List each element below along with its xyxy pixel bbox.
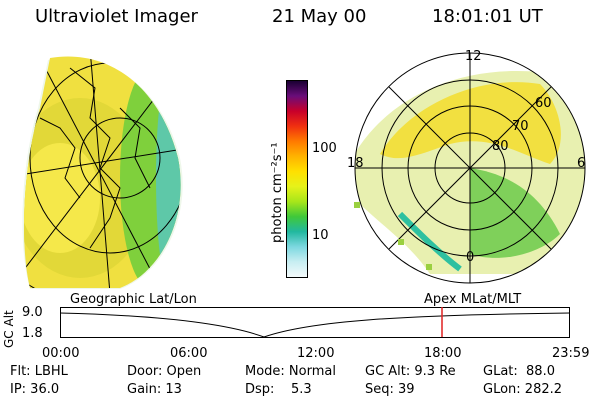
mlat-label-70: 70 <box>512 119 529 134</box>
mlt-label-18: 18 <box>347 156 364 171</box>
colorbar <box>286 80 308 278</box>
mlt-label-6: 6 <box>577 156 586 171</box>
mlat-label-80: 80 <box>492 139 509 154</box>
mlt-label-0: 0 <box>466 250 475 265</box>
status-door: Door: Open <box>127 364 202 379</box>
colorbar-unit-label: photon cm⁻²s⁻¹ <box>270 142 285 243</box>
status-glon: GLon: 282.2 <box>483 382 563 397</box>
geographic-image <box>22 56 183 290</box>
alt-xtick-2: 12:00 <box>297 346 335 361</box>
status-gain: Gain: 13 <box>127 382 182 397</box>
alt-xtick-0: 00:00 <box>42 346 80 361</box>
status-gc-alt: GC Alt: 9.3 Re <box>365 364 456 379</box>
colorbar-tick-100: 100 <box>312 141 337 156</box>
alt-xtick-1: 06:00 <box>170 346 208 361</box>
status-seq: Seq: 39 <box>365 382 415 397</box>
instrument-title: Ultraviolet Imager <box>35 6 198 27</box>
mlat-label-60: 60 <box>535 96 552 111</box>
apex-label: Apex MLat/MLT <box>424 292 522 307</box>
status-filter: Flt: LBHL <box>10 364 68 379</box>
colorbar-tick-10: 10 <box>312 228 329 243</box>
status-dsp: Dsp: 5.3 <box>245 382 312 397</box>
alt-plot-ylabel: GC Alt <box>2 310 16 348</box>
mlt-label-12: 12 <box>465 49 482 64</box>
status-glat: GLat: 88.0 <box>483 364 555 379</box>
alt-ytick-max: 9.0 <box>22 305 43 320</box>
polar-image <box>354 52 586 284</box>
status-ip: IP: 36.0 <box>10 382 60 397</box>
alt-xtick-3: 18:00 <box>424 346 462 361</box>
alt-ytick-min: 1.8 <box>22 326 43 341</box>
time-label: 18:01:01 UT <box>432 6 543 27</box>
status-mode: Mode: Normal <box>245 364 336 379</box>
alt-xtick-4: 23:59 <box>552 346 590 361</box>
date-label: 21 May 00 <box>272 6 367 27</box>
geographic-label: Geographic Lat/Lon <box>70 292 197 307</box>
alt-plot <box>60 307 571 338</box>
